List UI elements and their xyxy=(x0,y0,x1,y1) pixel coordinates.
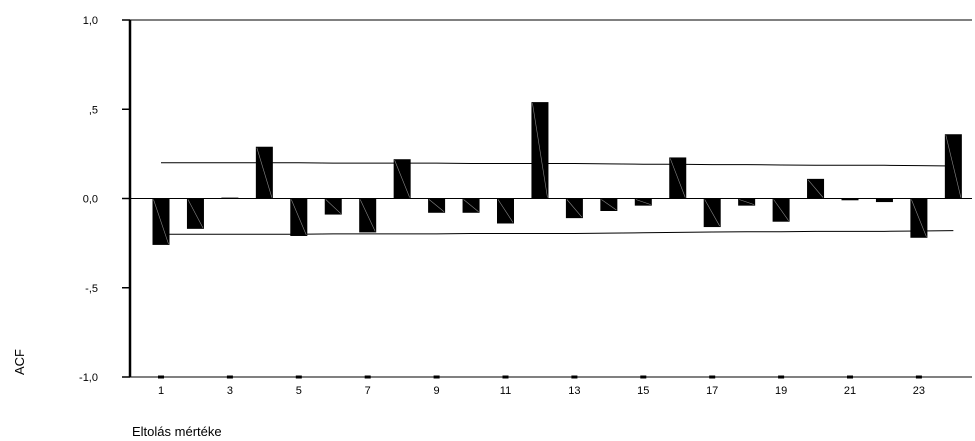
acf-bar-hatch xyxy=(807,179,824,198)
acf-bar xyxy=(841,198,859,201)
acf-bar-hatch xyxy=(153,199,169,245)
y-axis-title: ACF xyxy=(12,349,27,375)
upper-confidence-limit xyxy=(161,162,954,167)
acf-bar-hatch xyxy=(325,199,341,214)
x-tick-label: 5 xyxy=(296,385,302,397)
y-tick-label: -,5 xyxy=(85,283,98,295)
acf-bar-hatch xyxy=(497,199,514,223)
acf-bar-hatch xyxy=(704,199,720,227)
acf-bar-hatch xyxy=(359,199,376,232)
acf-bar-hatch xyxy=(635,199,651,205)
acf-bars xyxy=(152,102,962,245)
acf-bar-hatch xyxy=(945,135,962,198)
x-tick-label: 21 xyxy=(844,385,856,397)
acf-bar-hatch xyxy=(463,199,479,213)
y-tick-label: -1,0 xyxy=(79,372,98,384)
acf-bar-hatch xyxy=(187,199,204,228)
x-tick-label: 13 xyxy=(568,385,580,397)
acf-bar-hatch xyxy=(773,199,789,221)
x-tick-label: 3 xyxy=(227,385,233,397)
x-axis-ticks: 1 3 5 7 9 11 13 15 17 19 21 23 xyxy=(158,375,925,397)
acf-bar-hatch xyxy=(739,199,755,205)
acf-bar-hatch xyxy=(601,199,617,211)
x-tick-label: 17 xyxy=(706,385,718,397)
lower-confidence-limit xyxy=(161,230,954,235)
acf-bar xyxy=(875,198,893,203)
y-tick-label: ,5 xyxy=(89,104,98,116)
x-tick-label: 11 xyxy=(500,385,511,397)
x-tick-label: 7 xyxy=(365,385,371,397)
y-tick-label: 1,0 xyxy=(83,15,98,27)
acf-bar-hatch xyxy=(394,160,410,198)
x-tick-label: 23 xyxy=(913,385,925,397)
plot-frame xyxy=(128,19,972,378)
x-tick-label: 15 xyxy=(637,385,649,397)
x-tick-label: 19 xyxy=(775,385,787,397)
x-axis-title: Eltolás mértéke xyxy=(132,424,222,439)
x-tick-label: 1 xyxy=(158,385,164,397)
acf-bar-hatch xyxy=(911,199,927,237)
acf-bar-hatch xyxy=(532,103,548,198)
acf-bar-hatch xyxy=(566,199,583,218)
acf-bar-hatch xyxy=(256,147,273,198)
x-tick-label: 9 xyxy=(434,385,440,397)
y-axis-ticks: 1,0 ,5 0,0 -,5 -1,0 xyxy=(79,15,130,384)
acf-bar-hatch xyxy=(669,158,686,198)
y-tick-label: 0,0 xyxy=(83,194,98,206)
acf-bar-hatch xyxy=(291,199,307,236)
acf-bar-hatch xyxy=(428,199,445,213)
